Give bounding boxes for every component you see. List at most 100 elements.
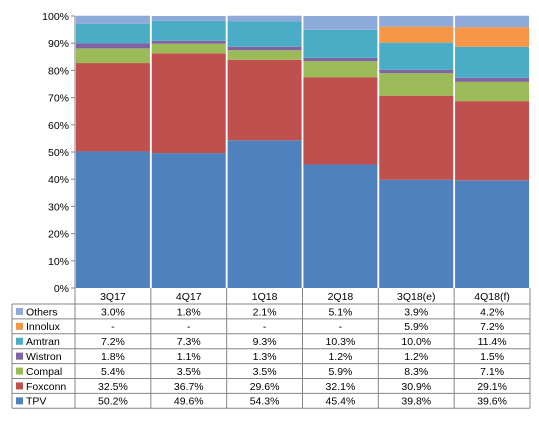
- data-label-foxconn-4q18-f: 29.1%: [477, 381, 507, 393]
- data-label-foxconn-3q18-e: 30.9%: [401, 381, 431, 393]
- legend-key-wistron: [16, 352, 23, 360]
- bar-segment-tpv-3q18-e: [379, 179, 454, 288]
- data-label-others-4q18-f: 4.2%: [480, 306, 504, 318]
- data-label-wistron-3q18-e: 1.2%: [404, 351, 428, 363]
- data-label-wistron-3q17: 1.8%: [101, 351, 125, 363]
- y-tick-label: 30%: [48, 201, 69, 213]
- data-label-wistron-2q18: 1.2%: [328, 351, 352, 363]
- data-label-tpv-3q18-e: 39.8%: [401, 396, 431, 408]
- legend-key-amtran: [16, 337, 23, 345]
- data-label-tpv-1q18: 54.3%: [250, 396, 280, 408]
- series-label-amtran: Amtran: [26, 336, 60, 348]
- legend-key-compal: [16, 367, 23, 375]
- bar-segment-amtran-2q18: [303, 29, 378, 58]
- y-tick-label: 70%: [48, 93, 69, 105]
- bar-segment-compal-4q17: [151, 43, 226, 54]
- series-label-wistron: Wistron: [26, 351, 62, 363]
- data-label-foxconn-1q18: 29.6%: [250, 381, 280, 393]
- data-label-others-4q17: 1.8%: [177, 306, 201, 318]
- y-tick-label: 40%: [48, 174, 69, 186]
- y-tick-label: 90%: [48, 38, 69, 50]
- data-label-wistron-4q17: 1.1%: [177, 351, 201, 363]
- bar-segment-wistron-4q18-f: [455, 77, 530, 82]
- category-label-3q18-e: 3Q18(e): [397, 291, 436, 303]
- bar-segment-wistron-3q18-e: [379, 69, 454, 74]
- data-label-amtran-3q18-e: 10.0%: [401, 336, 431, 348]
- bar-segment-wistron-4q17: [151, 40, 226, 44]
- data-label-compal-3q17: 5.4%: [101, 366, 125, 378]
- bar-segment-compal-4q18-f: [455, 81, 530, 102]
- data-label-others-2q18: 5.1%: [328, 306, 352, 318]
- data-label-innolux-2q18: -: [339, 321, 343, 333]
- series-label-foxconn: Foxconn: [26, 381, 66, 393]
- bar-segment-innolux-3q18-e: [379, 26, 454, 43]
- data-label-innolux-3q18-e: 5.9%: [404, 321, 428, 333]
- bars: [75, 15, 530, 288]
- bar-segment-wistron-2q18: [303, 57, 378, 62]
- data-label-others-3q18-e: 3.9%: [404, 306, 428, 318]
- data-label-foxconn-3q17: 32.5%: [98, 381, 128, 393]
- bar-segment-foxconn-3q18-e: [379, 95, 454, 180]
- y-tick-label: 0%: [54, 283, 69, 295]
- bar-segment-others-3q17: [75, 15, 150, 24]
- category-label-4q18-f: 4Q18(f): [474, 291, 510, 303]
- legend-key-foxconn: [16, 382, 23, 390]
- bar-segment-foxconn-2q18: [303, 77, 378, 165]
- bar-segment-amtran-3q17: [75, 23, 150, 44]
- y-tick-label: 80%: [48, 65, 69, 77]
- series-label-others: Others: [26, 306, 58, 318]
- bar-segment-tpv-4q17: [151, 153, 226, 288]
- category-label-3q17: 3Q17: [100, 291, 126, 303]
- data-label-tpv-2q18: 45.4%: [326, 396, 356, 408]
- bar-segment-foxconn-4q17: [151, 53, 226, 154]
- data-label-compal-4q17: 3.5%: [177, 366, 201, 378]
- y-tick-label: 100%: [42, 11, 69, 23]
- data-label-amtran-4q18-f: 11.4%: [478, 336, 507, 348]
- data-label-compal-1q18: 3.5%: [253, 366, 277, 378]
- legend-key-tpv: [16, 397, 23, 405]
- bar-segment-wistron-1q18: [227, 46, 302, 51]
- data-label-compal-2q18: 5.9%: [328, 366, 352, 378]
- bar-segment-foxconn-4q18-f: [455, 101, 530, 181]
- bar-segment-compal-3q18-e: [379, 73, 454, 96]
- series-label-compal: Compal: [26, 366, 62, 378]
- data-label-others-3q17: 3.0%: [101, 306, 125, 318]
- data-label-others-1q18: 2.1%: [253, 306, 277, 318]
- bar-segment-tpv-4q18-f: [455, 180, 530, 288]
- data-table: 3Q17 4Q17 1Q18 2Q18 3Q18(e) 4Q18(f) Others 3.0%…: [11, 288, 531, 409]
- bar-segment-tpv-3q17: [75, 151, 150, 288]
- data-label-compal-4q18-f: 7.1%: [480, 366, 504, 378]
- data-label-tpv-3q17: 50.2%: [98, 396, 128, 408]
- bar-segment-compal-1q18: [227, 50, 302, 60]
- series-label-innolux: Innolux: [26, 321, 61, 333]
- bar-segment-foxconn-3q17: [75, 63, 150, 152]
- data-label-compal-3q18-e: 8.3%: [404, 366, 428, 378]
- bar-segment-others-1q18: [227, 15, 302, 22]
- data-label-innolux-4q18-f: 7.2%: [480, 321, 504, 333]
- category-label-1q18: 1Q18: [252, 291, 278, 303]
- data-label-tpv-4q17: 49.6%: [174, 396, 204, 408]
- y-tick-label: 20%: [48, 229, 69, 241]
- bar-segment-tpv-2q18: [303, 164, 378, 288]
- y-tick-label: 10%: [48, 256, 69, 268]
- data-label-amtran-1q18: 9.3%: [253, 336, 277, 348]
- y-axis: 0% 10% 20% 30% 40% 50% 60% 70% 80% 90% 100%: [42, 11, 76, 295]
- data-label-amtran-3q17: 7.2%: [101, 336, 125, 348]
- bar-segment-innolux-4q18-f: [455, 27, 530, 47]
- bar-segment-others-4q17: [151, 16, 226, 21]
- data-label-tpv-4q18-f: 39.6%: [477, 396, 507, 408]
- data-label-innolux-1q18: -: [263, 321, 267, 333]
- data-label-amtran-2q18: 10.3%: [326, 336, 356, 348]
- data-label-innolux-3q17: -: [111, 321, 115, 333]
- data-label-amtran-4q17: 7.3%: [177, 336, 201, 348]
- bar-segment-others-3q18-e: [379, 16, 454, 27]
- bar-segment-amtran-3q18-e: [379, 42, 454, 70]
- data-label-foxconn-4q17: 36.7%: [174, 381, 204, 393]
- category-label-2q18: 2Q18: [328, 291, 354, 303]
- legend-key-innolux: [16, 322, 23, 330]
- data-label-foxconn-2q18: 32.1%: [326, 381, 356, 393]
- y-tick-label: 60%: [48, 120, 69, 132]
- bar-segment-amtran-1q18: [227, 21, 302, 47]
- bar-segment-tpv-1q18: [227, 140, 302, 288]
